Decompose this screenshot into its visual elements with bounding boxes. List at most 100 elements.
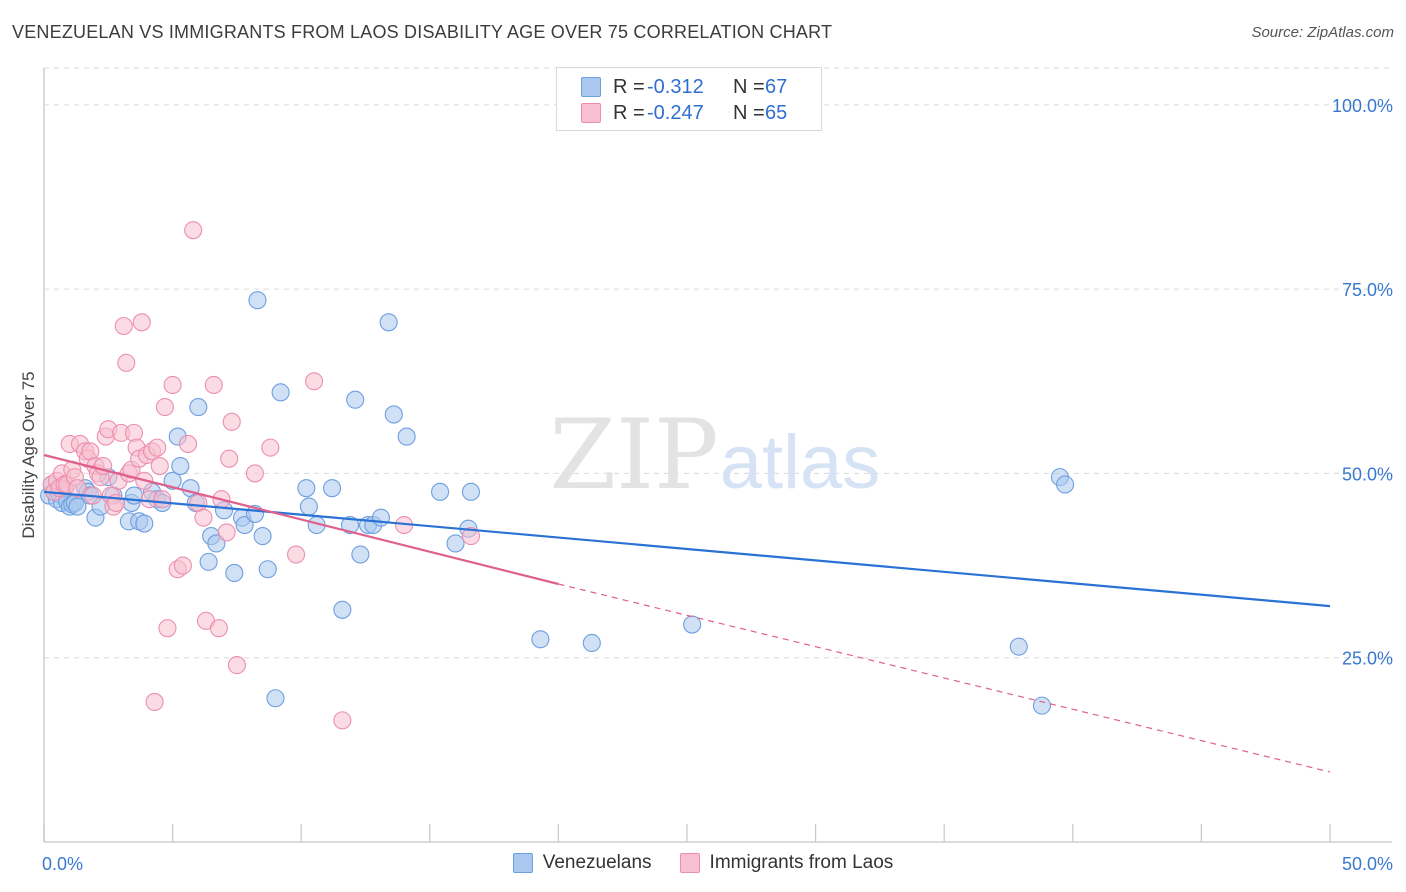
- source-label: Source: ZipAtlas.com: [1251, 24, 1394, 41]
- laos-point: [173, 556, 192, 575]
- laos-point: [220, 449, 239, 468]
- watermark-atlas: atlas: [720, 420, 881, 505]
- r-label: R =: [613, 101, 645, 124]
- venezuelans-point: [431, 482, 450, 501]
- laos-point: [261, 438, 280, 457]
- laos-point: [68, 479, 87, 498]
- venezuelans-point: [68, 497, 87, 516]
- venezuelans-point: [371, 508, 390, 527]
- venezuelans-point: [397, 427, 416, 446]
- n-value: 65: [765, 101, 788, 124]
- laos-point: [184, 221, 203, 240]
- y-tick-label: 100.0%: [1332, 96, 1393, 116]
- venezuelans-point: [271, 383, 290, 402]
- y-tick-label: 50.0%: [1342, 464, 1393, 484]
- venezuelans-point: [384, 405, 403, 424]
- venezuelans-point: [341, 515, 360, 535]
- legend-item-venezuelans: Venezuelans: [512, 852, 652, 874]
- laos-point: [209, 619, 228, 638]
- laos-trend-extension: [558, 583, 1331, 773]
- venezuelans-point: [235, 515, 254, 535]
- venezuelans-point: [531, 630, 550, 649]
- venezuelans-point: [163, 471, 182, 490]
- venezuelans-point: [582, 633, 601, 653]
- legend-label: Venezuelans: [542, 852, 652, 873]
- laos-point: [222, 412, 241, 431]
- r-label: R =: [613, 75, 645, 98]
- laos-point: [117, 353, 136, 372]
- grid-lines: [44, 67, 1392, 659]
- venezuelans-point: [199, 552, 218, 571]
- laos-point: [204, 375, 223, 395]
- laos-trend-line: [43, 453, 559, 586]
- trend-lines: [43, 453, 1331, 773]
- venezuelans-point: [351, 545, 370, 564]
- venezuelans-point: [346, 390, 365, 409]
- laos-point: [245, 464, 264, 483]
- r-value: -0.312: [647, 75, 704, 98]
- venezuelans-point: [333, 600, 352, 619]
- venezuelans-point: [297, 479, 316, 498]
- tick-labels: 25.0% 50.0% 75.0% 100.0% 0.0% 50.0%: [42, 96, 1393, 874]
- y-tick-label: 75.0%: [1342, 280, 1393, 300]
- venezuelans-point: [1056, 475, 1075, 494]
- legend-row-laos: R = -0.247 N = 65: [581, 100, 787, 126]
- series-legend: Venezuelans Immigrants from Laos: [0, 852, 1406, 874]
- laos-point: [461, 527, 481, 546]
- laos-point: [114, 316, 133, 336]
- r-value: -0.247: [647, 101, 704, 124]
- venezuelans-point: [225, 563, 244, 582]
- laos-point: [158, 619, 177, 638]
- laos-point: [148, 438, 167, 457]
- y-tick-label: 25.0%: [1342, 649, 1393, 669]
- laos-point: [155, 398, 174, 417]
- venezuelans-point: [258, 560, 277, 579]
- watermark-zip: ZIP: [549, 399, 718, 511]
- laos-point: [163, 375, 182, 395]
- legend-swatch-pink: [679, 853, 700, 873]
- laos-point: [178, 434, 198, 453]
- laos-point: [153, 490, 172, 509]
- venezuelans-point: [248, 291, 267, 310]
- venezuelans-point: [124, 486, 144, 505]
- n-label: N =: [733, 75, 765, 98]
- laos-point: [194, 508, 213, 527]
- watermark: ZIP atlas: [549, 399, 880, 511]
- legend-swatch-blue: [512, 853, 533, 873]
- venezuelans-point: [461, 482, 481, 501]
- venezuelans-trend-line: [43, 490, 1331, 608]
- venezuelans-point: [189, 398, 208, 417]
- venezuelans-point: [171, 457, 190, 476]
- venezuelans-point: [253, 527, 272, 546]
- legend-row-venezuelans: R = -0.312 N = 67: [581, 74, 787, 100]
- laos-point: [132, 313, 151, 332]
- laos-point: [227, 656, 246, 675]
- venezuelans-point: [323, 479, 342, 498]
- laos-point: [217, 523, 236, 542]
- correlation-legend: R = -0.312 N = 67 R = -0.247 N = 65: [556, 67, 822, 131]
- legend-item-laos: Immigrants from Laos: [679, 852, 894, 874]
- x-tick-label: 0.0%: [42, 854, 83, 874]
- x-tick-label: 50.0%: [1342, 854, 1393, 874]
- y-axis-label: Disability Age Over 75: [19, 371, 38, 538]
- n-value: 67: [765, 75, 788, 98]
- venezuelans-point: [1009, 637, 1028, 656]
- legend-label: Immigrants from Laos: [709, 852, 894, 873]
- chart-title: VENEZUELAN VS IMMIGRANTS FROM LAOS DISAB…: [12, 22, 833, 42]
- n-label: N =: [733, 101, 765, 124]
- laos-point: [124, 423, 144, 442]
- venezuelans-point: [135, 514, 154, 533]
- venezuelans-point: [266, 689, 285, 708]
- laos-point: [333, 711, 352, 730]
- venezuelans-point: [207, 534, 226, 553]
- venezuelans-point: [1032, 696, 1051, 715]
- laos-point: [145, 692, 164, 711]
- venezuelans-point: [446, 534, 465, 553]
- venezuelans-point: [379, 313, 398, 332]
- legend-swatch-blue: [581, 77, 601, 97]
- laos-point: [287, 545, 306, 564]
- legend-swatch-pink: [581, 103, 601, 123]
- venezuelans-point: [299, 497, 318, 516]
- laos-point: [305, 372, 324, 391]
